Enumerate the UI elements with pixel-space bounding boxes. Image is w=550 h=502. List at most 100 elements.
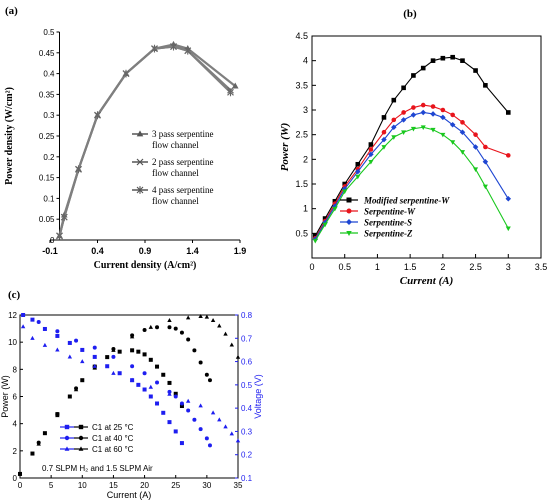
panel-label: (a): [5, 5, 18, 17]
legend-marker-voltage: [64, 435, 70, 441]
data-point: [148, 357, 153, 362]
y-tick-label: 6: [13, 393, 18, 402]
y2-tick-label: 0.7: [241, 334, 253, 343]
data-point: [430, 104, 436, 109]
data-point: [161, 372, 166, 377]
x-tick-label: 35: [234, 481, 243, 490]
data-point: [229, 431, 234, 436]
data-point: [342, 189, 348, 195]
data-point: [148, 394, 153, 399]
data-point: [223, 331, 228, 336]
data-point: [410, 126, 416, 132]
data-point: [391, 97, 397, 103]
data-point: [381, 129, 387, 135]
data-point: [73, 387, 79, 392]
legend-label: C1 at 60 °C: [92, 445, 134, 454]
data-point: [55, 333, 60, 338]
data-point: [342, 181, 348, 187]
data-point: [142, 352, 147, 357]
legend-marker-voltage: [64, 446, 70, 451]
legend-marker: [346, 197, 352, 203]
y2-tick-label: 0.8: [241, 311, 253, 320]
legend-label-line2: flow channel: [152, 168, 199, 178]
data-point: [142, 371, 147, 376]
x-tick-label: 15: [109, 481, 118, 490]
data-point: [482, 184, 488, 190]
data-point: [148, 324, 153, 329]
data-point: [368, 142, 374, 147]
data-point: [60, 213, 68, 222]
data-point: [167, 380, 172, 385]
series-5: [20, 324, 241, 443]
y-tick-label: 12: [8, 311, 17, 320]
data-point: [155, 401, 160, 406]
x-tick-label: 3: [506, 262, 511, 272]
data-point: [198, 427, 203, 432]
data-point: [56, 231, 63, 240]
data-point: [151, 44, 158, 53]
data-point: [505, 196, 512, 202]
data-point: [167, 391, 172, 396]
series-0: [18, 348, 184, 476]
data-point: [198, 403, 203, 408]
data-point: [55, 413, 60, 418]
series-1: [56, 43, 234, 240]
data-point: [42, 431, 47, 436]
x-tick-label: 30: [202, 481, 211, 490]
data-point: [440, 107, 446, 113]
data-point: [67, 340, 72, 345]
series-2: [56, 42, 234, 240]
data-point: [173, 391, 178, 396]
panel-b: (b) 0.5 1 1.5 2 2.5 3 3.5 4 4.5 0 0.5 1 1.5 2 2.5 3 3.5 Cu…: [279, 8, 547, 287]
legend-marker: [346, 219, 352, 225]
data-point: [36, 441, 41, 446]
data-point: [381, 136, 387, 143]
series-line: [314, 126, 509, 242]
series-4: [21, 313, 212, 448]
y-tick-label: 0.35: [39, 90, 55, 99]
data-point: [155, 380, 160, 385]
data-point: [30, 335, 35, 340]
data-point: [460, 120, 465, 125]
data-point: [136, 349, 141, 354]
y-axis-label: Power (W): [279, 123, 291, 172]
data-point: [473, 68, 478, 73]
y2-axis-label: Voltage (V): [253, 374, 263, 419]
data-point: [155, 325, 160, 330]
data-point: [430, 58, 436, 63]
data-point: [105, 355, 110, 360]
plot-frame: [311, 35, 542, 259]
data-point: [322, 216, 328, 221]
legend-label: C1 at 25 °C: [92, 423, 134, 432]
data-point: [142, 387, 147, 392]
data-point: [92, 345, 97, 350]
x-tick-label: 0.4: [91, 246, 104, 256]
y2-tick-label: 0.6: [241, 358, 253, 367]
data-point: [450, 54, 455, 60]
data-point: [322, 222, 328, 228]
legend-marker: [346, 231, 352, 236]
data-point: [179, 404, 184, 409]
data-point: [391, 117, 397, 123]
x-tick-label: 0.5: [338, 262, 351, 272]
data-point: [207, 378, 212, 383]
legend-label: Modified serpentine-W: [363, 196, 450, 206]
legend-label: Serpentine-W: [364, 207, 416, 217]
data-point: [192, 348, 197, 353]
x-tick-label: 2.5: [469, 262, 482, 272]
data-point: [173, 394, 178, 399]
series-0: [56, 40, 239, 239]
y-tick-label: 3: [303, 105, 308, 115]
data-point: [355, 168, 361, 175]
legend-label: Serpentine-S: [364, 218, 412, 228]
data-point: [440, 132, 446, 138]
data-point: [179, 330, 184, 335]
data-point: [129, 334, 135, 339]
data-point: [368, 147, 374, 152]
data-point: [210, 410, 216, 415]
data-point: [136, 382, 141, 387]
data-point: [231, 82, 239, 89]
data-point: [17, 471, 23, 476]
y-tick-label: 1.5: [295, 179, 308, 189]
